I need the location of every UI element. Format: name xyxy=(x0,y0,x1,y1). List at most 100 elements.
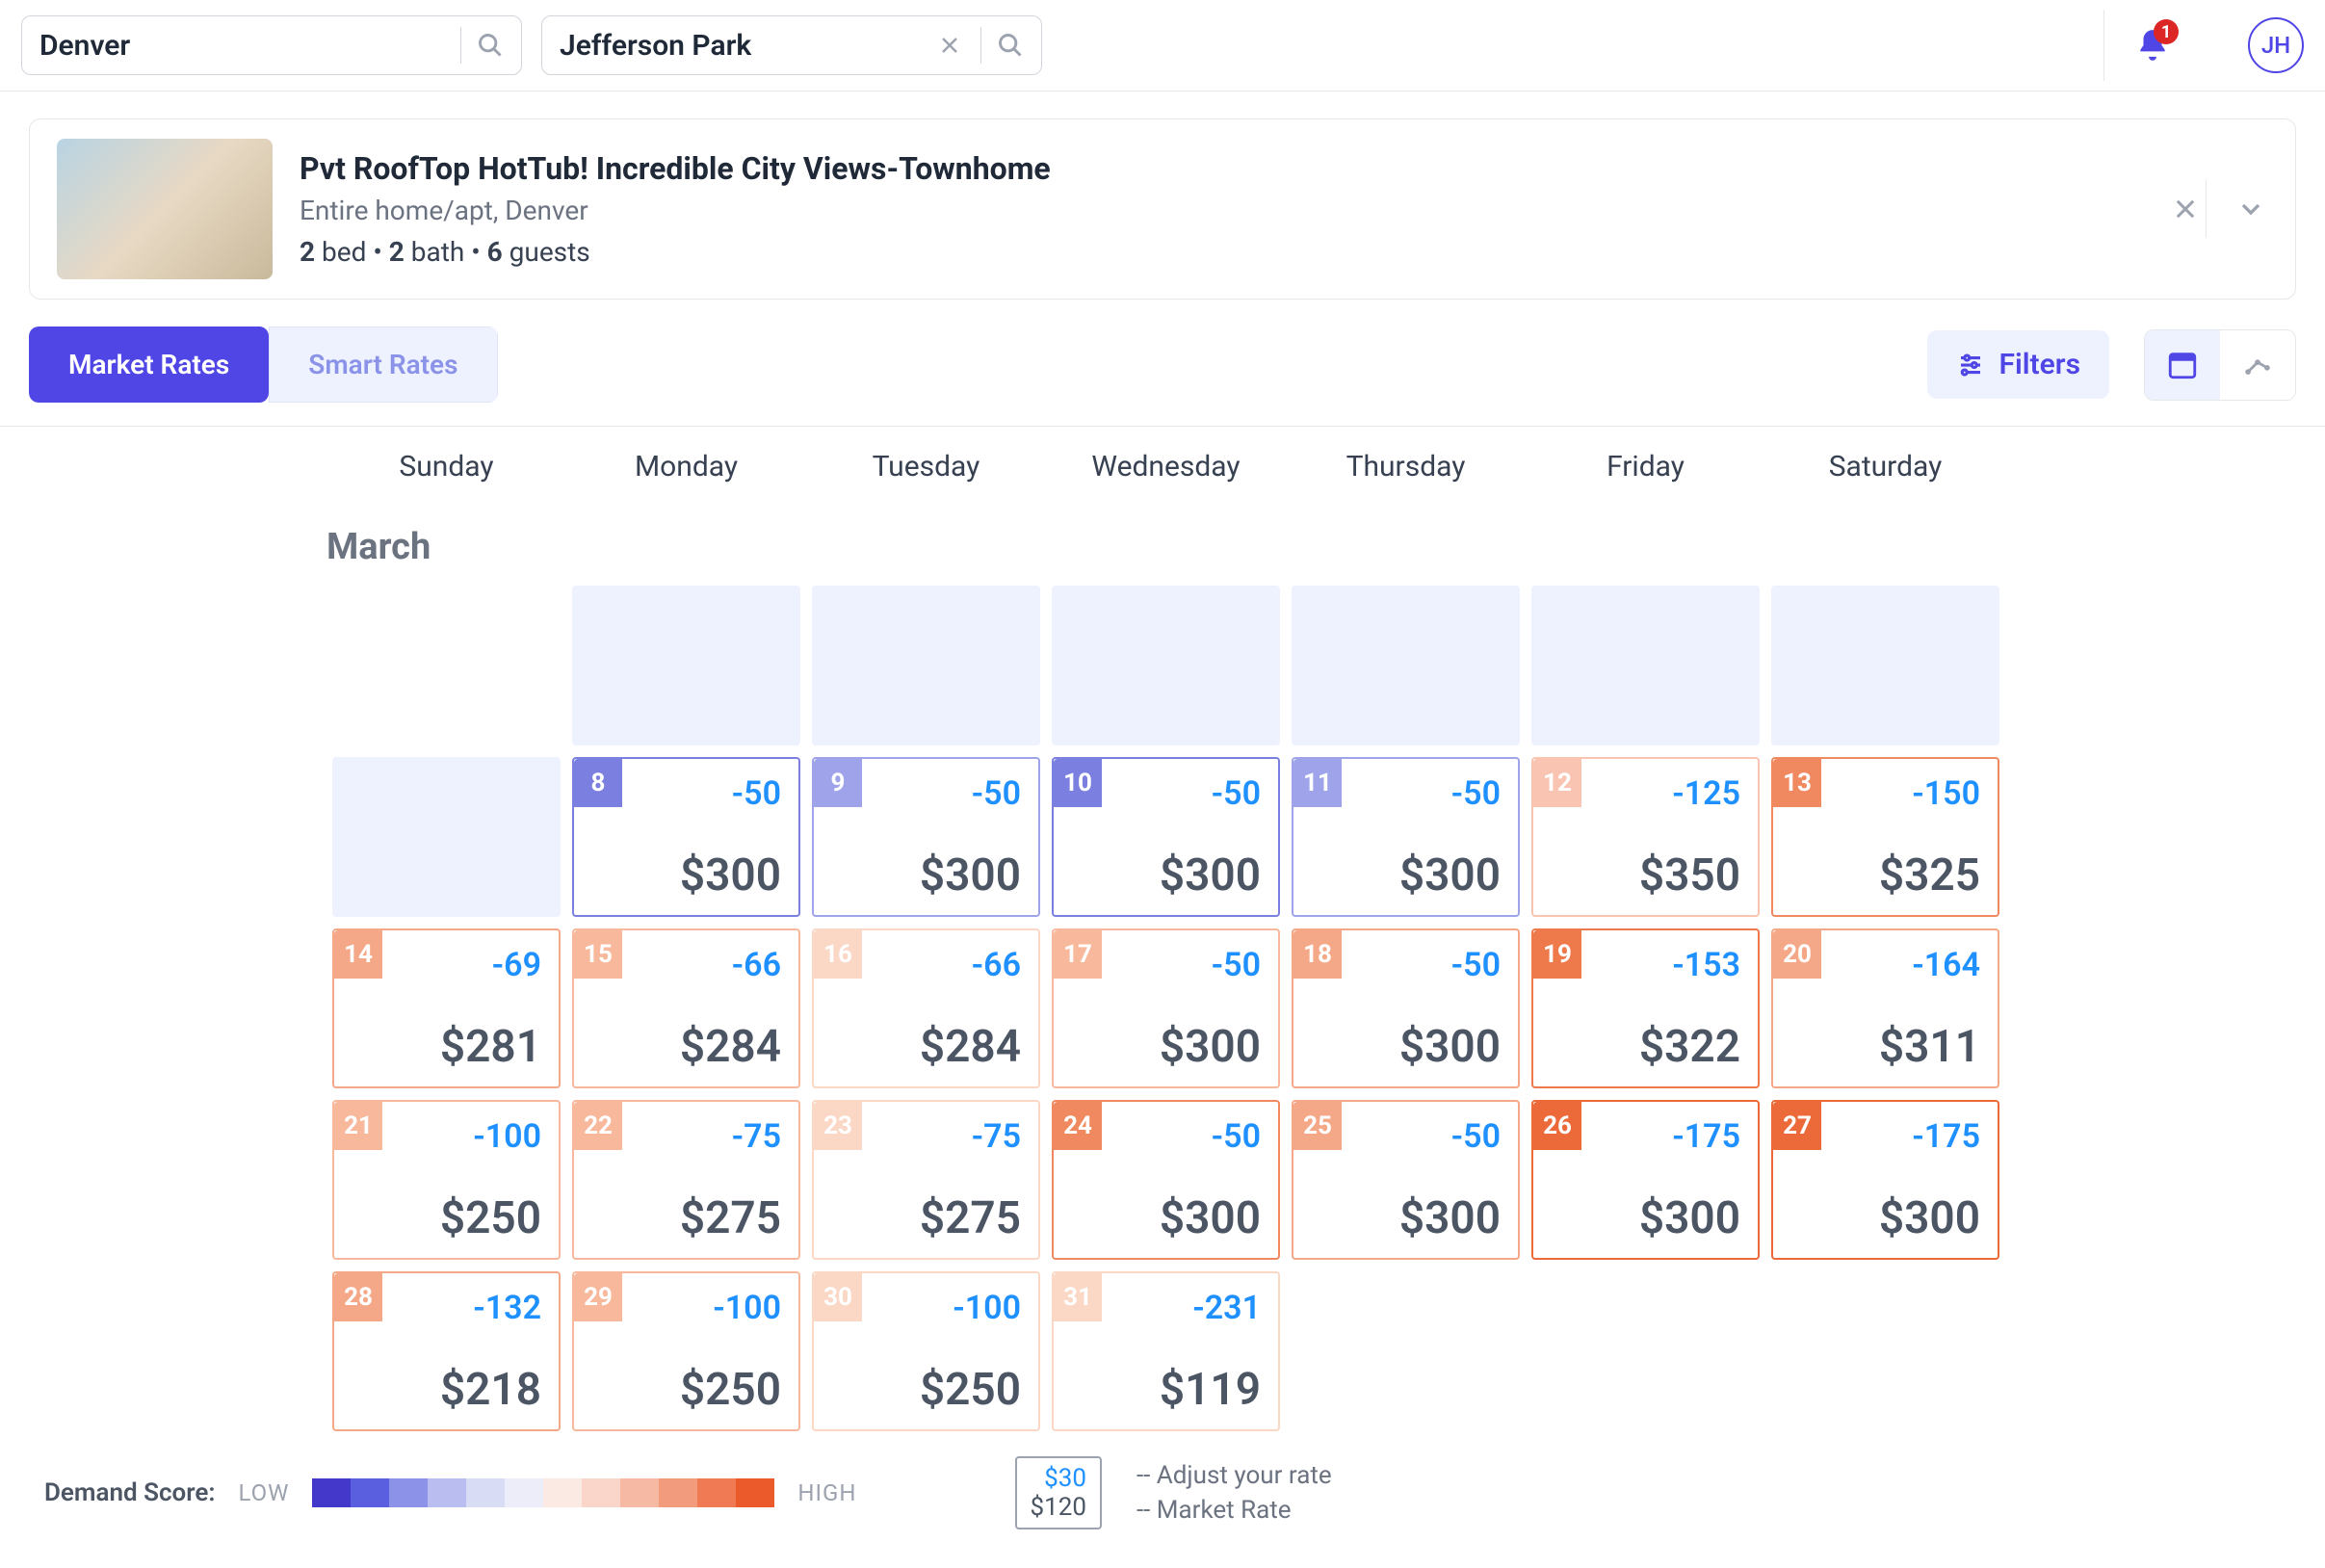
calendar-day-cell[interactable]: 12-125$350 xyxy=(1531,757,1760,917)
day-number: 24 xyxy=(1054,1102,1102,1150)
legend-high: HIGH xyxy=(797,1479,856,1506)
chart-view-button[interactable] xyxy=(2220,330,2295,400)
calendar-day-cell[interactable]: 26-175$300 xyxy=(1531,1100,1760,1260)
day-rate: $300 xyxy=(1160,1192,1261,1244)
rate-tabs: Market Rates Smart Rates xyxy=(29,327,498,403)
calendar-day-cell[interactable]: 23-75$275 xyxy=(812,1100,1040,1260)
listing-info: Pvt RoofTop HotTub! Incredible City View… xyxy=(300,150,1051,268)
day-number: 10 xyxy=(1054,759,1102,807)
calendar-empty-cell xyxy=(572,586,800,745)
day-number: 11 xyxy=(1293,759,1342,807)
calendar-day-cell[interactable]: 27-175$300 xyxy=(1771,1100,1999,1260)
tab-market-rates[interactable]: Market Rates xyxy=(29,327,269,403)
day-adjust: -75 xyxy=(972,1117,1021,1156)
legend-adjust-example: $30 xyxy=(1044,1464,1086,1493)
calendar-empty-cell xyxy=(1292,1271,1520,1431)
day-rate: $250 xyxy=(920,1364,1021,1416)
day-rate: $275 xyxy=(920,1192,1021,1244)
calendar-empty-cell xyxy=(812,586,1040,745)
calendar-day-cell[interactable]: 10-50$300 xyxy=(1052,757,1280,917)
day-number: 13 xyxy=(1773,759,1821,807)
user-avatar[interactable]: JH xyxy=(2248,17,2304,73)
calendar-day-cell[interactable]: 31-231$119 xyxy=(1052,1271,1280,1431)
calendar-day-cell[interactable]: 11-50$300 xyxy=(1292,757,1520,917)
calendar-day-cell[interactable]: 15-66$284 xyxy=(572,928,800,1088)
legend-footer: Demand Score: LOW HIGH $30 $120 -- Adjus… xyxy=(0,1437,2325,1568)
chevron-down-icon[interactable] xyxy=(2206,180,2266,238)
calendar-day-cell[interactable]: 14-69$281 xyxy=(332,928,561,1088)
calendar-header: Sunday Monday Tuesday Wednesday Thursday… xyxy=(19,427,2306,507)
neighborhood-search-box[interactable]: Jefferson Park xyxy=(541,15,1042,75)
dow-monday: Monday xyxy=(566,450,806,483)
day-number: 26 xyxy=(1533,1102,1581,1150)
calendar-day-cell[interactable]: 22-75$275 xyxy=(572,1100,800,1260)
day-number: 18 xyxy=(1293,930,1342,979)
sliders-icon xyxy=(1956,351,1985,379)
day-adjust: -66 xyxy=(972,946,1021,984)
day-adjust: -75 xyxy=(732,1117,781,1156)
calendar-empty-cell xyxy=(1771,1271,1999,1431)
day-number: 20 xyxy=(1773,930,1821,979)
day-adjust: -132 xyxy=(473,1289,541,1327)
calendar-view-button[interactable] xyxy=(2145,330,2220,400)
user-initials: JH xyxy=(2261,32,2290,59)
calendar-day-cell[interactable]: 24 -50 $300 xyxy=(1052,1100,1280,1260)
calendar-day-cell[interactable]: 21-100$250 xyxy=(332,1100,561,1260)
notifications-button[interactable]: 1 xyxy=(2103,10,2200,81)
day-adjust: -153 xyxy=(1672,946,1740,984)
day-rate: $300 xyxy=(920,849,1021,902)
legend-rate-example: $120 xyxy=(1031,1493,1086,1522)
day-rate: $218 xyxy=(440,1364,541,1416)
day-rate: $119 xyxy=(1160,1364,1261,1416)
calendar-day-cell[interactable]: 25-50$300 xyxy=(1292,1100,1520,1260)
search-icon[interactable] xyxy=(477,32,504,59)
dow-sunday: Sunday xyxy=(327,450,566,483)
demand-score-label: Demand Score: xyxy=(44,1478,215,1507)
notification-badge: 1 xyxy=(2154,19,2179,44)
day-adjust: -150 xyxy=(1912,774,1980,813)
calendar-empty-cell xyxy=(1531,1271,1760,1431)
calendar-day-cell[interactable]: 16-66$284 xyxy=(812,928,1040,1088)
calendar-empty-cell xyxy=(1531,586,1760,745)
day-rate: $281 xyxy=(440,1021,541,1073)
city-search-box[interactable]: Denver xyxy=(21,15,522,75)
tab-smart-rates[interactable]: Smart Rates xyxy=(269,327,497,403)
day-number: 12 xyxy=(1533,759,1581,807)
dow-saturday: Saturday xyxy=(1765,450,2005,483)
day-rate: $250 xyxy=(440,1192,541,1244)
day-adjust: -175 xyxy=(1912,1117,1980,1156)
day-number: 19 xyxy=(1533,930,1581,979)
day-rate: $325 xyxy=(1879,849,1980,902)
calendar-day-cell[interactable]: 13 -150 $325 xyxy=(1771,757,1999,917)
calendar-day-cell[interactable]: 28-132$218 xyxy=(332,1271,561,1431)
calendar-day-cell[interactable]: 29-100$250 xyxy=(572,1271,800,1431)
day-adjust: -164 xyxy=(1912,946,1980,984)
close-icon[interactable] xyxy=(2172,196,2199,222)
day-rate: $275 xyxy=(680,1192,781,1244)
day-rate: $300 xyxy=(1160,849,1261,902)
listing-title: Pvt RoofTop HotTub! Incredible City View… xyxy=(300,150,1051,187)
day-number: 21 xyxy=(334,1102,382,1150)
day-rate: $300 xyxy=(1399,1192,1501,1244)
filters-label: Filters xyxy=(1998,348,2080,381)
calendar-day-cell[interactable]: 30-100$250 xyxy=(812,1271,1040,1431)
day-adjust: -50 xyxy=(1212,1117,1261,1156)
listing-card: Pvt RoofTop HotTub! Incredible City View… xyxy=(29,118,2296,300)
calendar-day-cell[interactable]: 9-50$300 xyxy=(812,757,1040,917)
legend-example-box: $30 $120 xyxy=(1015,1456,1102,1529)
listing-thumbnail[interactable] xyxy=(57,139,273,279)
clear-icon[interactable] xyxy=(938,34,961,57)
day-number: 8 xyxy=(574,759,622,807)
calendar-day-cell[interactable]: 17-50$300 xyxy=(1052,928,1280,1088)
filters-button[interactable]: Filters xyxy=(1927,330,2109,399)
calendar-empty-cell xyxy=(332,586,561,745)
calendar-day-cell[interactable]: 20-164$311 xyxy=(1771,928,1999,1088)
calendar-day-cell[interactable]: 19-153$322 xyxy=(1531,928,1760,1088)
legend-low: LOW xyxy=(238,1479,289,1506)
dow-thursday: Thursday xyxy=(1286,450,1526,483)
calendar-day-cell[interactable]: 18-50$300 xyxy=(1292,928,1520,1088)
calendar-day-cell[interactable]: 8-50$300 xyxy=(572,757,800,917)
day-adjust: -50 xyxy=(732,774,781,813)
calendar-empty-cell xyxy=(1052,586,1280,745)
search-icon[interactable] xyxy=(997,32,1024,59)
